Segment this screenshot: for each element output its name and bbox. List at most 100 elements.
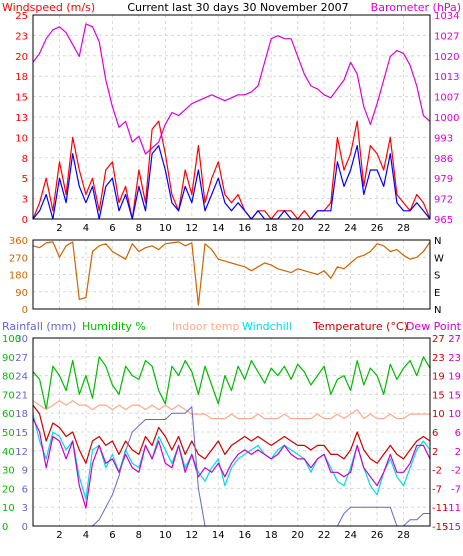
legend-temperature: Temperature (°C) (312, 320, 408, 333)
x-tick-label: 2 (56, 223, 62, 234)
compass-point-label: E (434, 288, 440, 299)
barometer-tick-label: 979 (434, 174, 453, 185)
humidity-tick-label: 20 (2, 484, 15, 495)
x-tick-label: 4 (83, 530, 89, 541)
rainfall-tick-label: 24 (15, 372, 28, 383)
chart-title: Current last 30 days 30 November 2007 (127, 1, 348, 14)
dew-point-tick-label: -2 (451, 466, 461, 477)
dew-point-tick-label: 10 (448, 409, 461, 420)
dew-point-tick-label: 27 (448, 334, 461, 345)
temperature-tick-label: -7 (432, 484, 442, 495)
barometer-tick-label: 1007 (434, 93, 459, 104)
dew-point-tick-label: -11 (445, 503, 461, 514)
wind-direction-grid (33, 240, 430, 309)
wind-direction-degree-label: 0 (22, 305, 28, 316)
rainfall-tick-label: 15 (15, 428, 28, 439)
wind-barometer-grid (33, 15, 430, 219)
dew-point-tick-label: -15 (445, 522, 461, 533)
x-tick-label: 10 (159, 223, 172, 234)
rainfall-tick-label: 18 (15, 409, 28, 420)
barometer-tick-label: 1034 (434, 11, 459, 22)
compass-point-label: W (434, 253, 444, 264)
temperature-x-tick-labels: 2 4 6 8 10 12 14 16 18 20 22 24 26 28 (56, 530, 410, 541)
dew-point-tick-labels: -15 -11 -7 -2 2 6 10 15 19 23 27 (445, 334, 461, 533)
x-tick-label: 26 (371, 530, 384, 541)
wind-direction-line (32, 241, 431, 306)
x-tick-label: 18 (265, 530, 278, 541)
windspeed-axis-label: Windspeed (m/s) (2, 1, 95, 14)
barometer-tick-labels: 965 972 979 986 993 1000 1007 1013 1020 1027 1034 (434, 11, 459, 226)
windspeed-tick-label: 8 (22, 154, 28, 165)
x-tick-label: 22 (318, 530, 331, 541)
x-tick-label: 8 (136, 223, 142, 234)
wind-direction-degree-label: 90 (15, 288, 28, 299)
rainfall-tick-label: 3 (22, 503, 28, 514)
humidity-tick-label: 40 (2, 447, 15, 458)
x-tick-label: 20 (291, 530, 304, 541)
barometer-tick-label: 1027 (434, 31, 459, 42)
wind-barometer-frame (32, 14, 431, 220)
temperature-tick-labels: -15 -11 -7 -2 2 6 10 15 19 23 27 (432, 334, 448, 533)
dew-point-line (32, 418, 431, 509)
x-tick-label: 8 (136, 530, 142, 541)
rainfall-tick-label: 30 (15, 334, 28, 345)
humidity-tick-label: 80 (2, 372, 15, 383)
x-tick-label: 20 (291, 223, 304, 234)
temperature-tick-label: 27 (432, 334, 445, 345)
indoor-temp-line (32, 400, 430, 420)
temperature-tick-label: 19 (432, 372, 445, 383)
windspeed-tick-label: 0 (22, 215, 28, 226)
windspeed-tick-label: 18 (15, 72, 28, 83)
wind-direction-frame (32, 239, 431, 310)
humidity-tick-label: 50 (2, 428, 15, 439)
temperature-frame (32, 337, 431, 527)
humidity-tick-label: 10 (2, 503, 15, 514)
x-tick-label: 24 (344, 223, 357, 234)
windspeed-tick-label: 10 (15, 133, 28, 144)
windspeed-tick-label: 23 (15, 31, 28, 42)
dew-point-tick-label: -7 (451, 484, 461, 495)
x-tick-label: 18 (265, 223, 278, 234)
wind-direction-degree-ticks: 0 90 180 270 360 (9, 236, 28, 316)
barometer-tick-label: 972 (434, 195, 453, 206)
wind-direction-degree-label: 180 (9, 271, 28, 282)
dew-point-tick-label: 2 (455, 447, 461, 458)
x-tick-label: 12 (185, 223, 198, 234)
x-tick-label: 12 (185, 530, 198, 541)
humidity-tick-label: 70 (2, 390, 15, 401)
x-tick-label: 14 (212, 223, 225, 234)
x-tick-label: 16 (238, 530, 251, 541)
barometer-tick-label: 1020 (434, 52, 459, 63)
windspeed-tick-label: 5 (22, 174, 28, 185)
x-tick-label: 10 (159, 530, 172, 541)
x-tick-label: 2 (56, 530, 62, 541)
windspeed-tick-label: 15 (15, 93, 28, 104)
temperature-tick-label: 23 (432, 353, 445, 364)
temperature-tick-label: -2 (432, 466, 442, 477)
dew-point-tick-label: 6 (455, 428, 461, 439)
windspeed-tick-labels: 0 3 5 8 10 13 15 18 20 23 25 (15, 11, 28, 226)
rainfall-tick-label: 21 (15, 390, 28, 401)
wind-direction-series (32, 241, 431, 306)
legend-dew-point: Dew Point (406, 320, 462, 333)
x-tick-label: 6 (109, 223, 115, 234)
legend-windchill: Windchill (242, 320, 292, 333)
x-tick-label: 6 (109, 530, 115, 541)
barometer-tick-label: 1000 (434, 113, 459, 124)
x-tick-label: 28 (397, 223, 410, 234)
rainfall-tick-label: 6 (22, 484, 28, 495)
windspeed-tick-label: 13 (15, 113, 28, 124)
x-tick-label: 28 (397, 530, 410, 541)
temperature-tick-label: 10 (432, 409, 445, 420)
compass-point-label: S (434, 271, 440, 282)
legend-indoor-temp: Indoor temp (172, 320, 239, 333)
windspeed-tick-label: 3 (22, 195, 28, 206)
compass-point-label: N (434, 305, 441, 316)
barometer-axis-label: Barometer (hPa) (371, 1, 461, 14)
rainfall-tick-label: 0 (22, 522, 28, 533)
